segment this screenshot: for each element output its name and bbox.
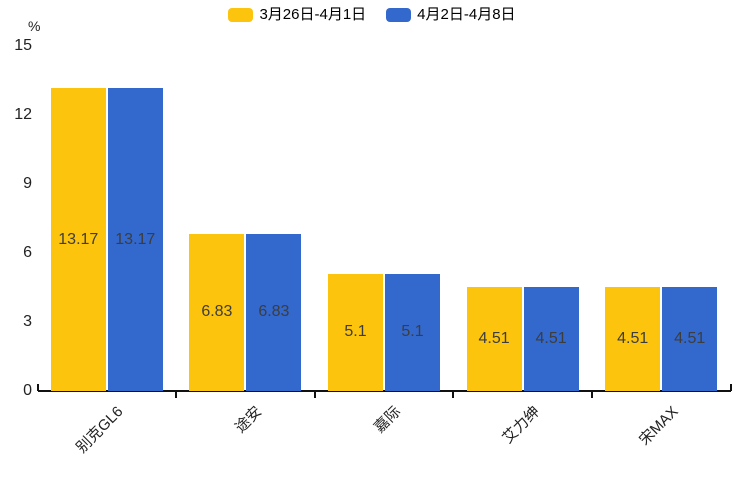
bar-value-label: 4.51 <box>617 330 649 348</box>
legend-item-series1[interactable]: 3月26日-4月1日 <box>228 6 366 24</box>
y-axis-unit-label: % <box>28 18 41 34</box>
bar-value-label: 5.1 <box>401 323 424 341</box>
bar-series1-别克GL6[interactable]: 13.17 <box>50 88 106 391</box>
y-tick-label: 6 <box>23 244 32 261</box>
x-axis-tick <box>590 392 593 398</box>
x-axis-tick <box>313 392 316 398</box>
bar-value-label: 13.17 <box>115 230 156 248</box>
legend-swatch-yellow-icon <box>228 8 254 22</box>
x-axis-tick <box>175 392 178 398</box>
bar-value-label: 4.51 <box>478 330 510 348</box>
category-label-途安[interactable]: 途安 <box>232 403 266 437</box>
legend-swatch-blue-icon <box>386 8 412 22</box>
bar-series2-宋MAX[interactable]: 4.51 <box>662 287 718 391</box>
legend: 3月26日-4月1日 4月2日-4月8日 <box>0 6 744 24</box>
y-tick-label: 12 <box>14 106 32 123</box>
bar-series1-嘉际[interactable]: 5.1 <box>328 273 383 391</box>
y-tick-label: 15 <box>14 37 32 54</box>
bar-value-label: 6.83 <box>201 303 233 321</box>
bar-series1-途安[interactable]: 6.83 <box>189 233 245 391</box>
x-axis-tick <box>729 384 732 391</box>
legend-item-series2[interactable]: 4月2日-4月8日 <box>386 6 516 24</box>
y-tick-label: 3 <box>23 313 32 330</box>
category-label-宋MAX[interactable]: 宋MAX <box>635 403 682 449</box>
bar-value-label: 4.51 <box>674 330 706 348</box>
legend-label-series2: 4月2日-4月8日 <box>417 6 516 23</box>
category-label-别克GL6[interactable]: 别克GL6 <box>73 403 127 457</box>
category-label-艾力绅[interactable]: 艾力绅 <box>498 403 543 447</box>
category-label-嘉际[interactable]: 嘉际 <box>370 403 405 437</box>
y-tick-label: 0 <box>23 382 32 399</box>
bar-value-label: 6.83 <box>258 303 290 321</box>
x-axis-tick <box>36 384 39 391</box>
bar-series2-别克GL6[interactable]: 13.17 <box>107 88 163 391</box>
bar-series1-艾力绅[interactable]: 4.51 <box>466 287 522 391</box>
y-tick-label: 9 <box>23 175 32 192</box>
x-axis-tick <box>452 392 455 398</box>
x-axis-line <box>37 390 731 392</box>
bar-series2-途安[interactable]: 6.83 <box>246 233 302 391</box>
bar-value-label: 5.1 <box>344 323 367 341</box>
bar-value-label: 13.17 <box>58 230 99 248</box>
legend-label-series1: 3月26日-4月1日 <box>259 6 367 23</box>
bar-series1-宋MAX[interactable]: 4.51 <box>605 287 661 391</box>
bar-value-label: 4.51 <box>535 330 567 348</box>
bar-series2-嘉际[interactable]: 5.1 <box>385 273 440 391</box>
bar-series2-艾力绅[interactable]: 4.51 <box>523 287 579 391</box>
